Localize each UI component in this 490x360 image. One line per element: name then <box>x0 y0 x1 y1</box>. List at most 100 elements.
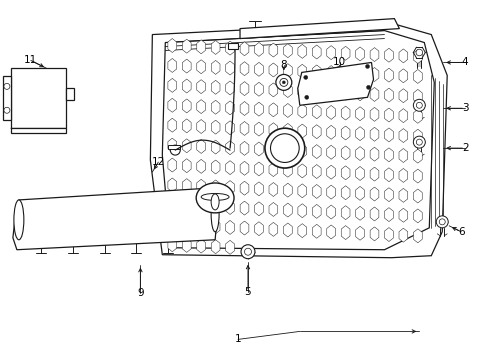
Polygon shape <box>298 62 373 105</box>
Polygon shape <box>356 107 365 121</box>
Circle shape <box>436 216 448 228</box>
Circle shape <box>366 64 369 68</box>
Polygon shape <box>182 159 191 173</box>
Polygon shape <box>414 69 422 84</box>
Polygon shape <box>341 226 350 239</box>
Polygon shape <box>182 119 191 133</box>
Circle shape <box>276 75 292 90</box>
Polygon shape <box>341 186 350 200</box>
Polygon shape <box>11 68 66 128</box>
Polygon shape <box>182 238 191 252</box>
Polygon shape <box>3 76 11 120</box>
Text: 9: 9 <box>137 288 144 298</box>
Polygon shape <box>327 185 336 199</box>
Polygon shape <box>182 179 191 193</box>
Polygon shape <box>168 118 177 132</box>
Polygon shape <box>269 222 278 236</box>
Polygon shape <box>240 19 399 39</box>
Polygon shape <box>269 183 278 197</box>
Polygon shape <box>228 42 238 49</box>
Polygon shape <box>168 198 177 212</box>
Circle shape <box>280 78 288 86</box>
Polygon shape <box>370 147 379 161</box>
Polygon shape <box>341 86 350 100</box>
Polygon shape <box>399 188 408 202</box>
Polygon shape <box>327 225 336 239</box>
Polygon shape <box>356 87 365 101</box>
Polygon shape <box>414 229 422 243</box>
Circle shape <box>270 134 299 162</box>
Polygon shape <box>370 227 379 241</box>
Circle shape <box>304 75 308 80</box>
Polygon shape <box>197 40 205 54</box>
Polygon shape <box>341 206 350 220</box>
Polygon shape <box>356 47 365 61</box>
Polygon shape <box>226 201 234 215</box>
Polygon shape <box>298 124 307 138</box>
Polygon shape <box>312 224 321 238</box>
Polygon shape <box>168 218 177 232</box>
Polygon shape <box>298 164 307 178</box>
Polygon shape <box>414 149 422 163</box>
Polygon shape <box>312 45 321 59</box>
Polygon shape <box>356 167 365 180</box>
Text: 5: 5 <box>245 287 251 297</box>
Polygon shape <box>370 48 379 62</box>
Polygon shape <box>168 145 180 149</box>
Polygon shape <box>327 125 336 139</box>
Polygon shape <box>255 142 263 156</box>
Ellipse shape <box>211 196 219 232</box>
Polygon shape <box>240 181 249 195</box>
Polygon shape <box>240 62 249 76</box>
Polygon shape <box>182 139 191 153</box>
Text: 12: 12 <box>152 157 165 167</box>
Polygon shape <box>283 123 292 138</box>
Polygon shape <box>356 67 365 81</box>
Polygon shape <box>255 202 263 216</box>
Polygon shape <box>312 85 321 99</box>
Polygon shape <box>269 83 278 97</box>
Circle shape <box>305 95 309 99</box>
Polygon shape <box>240 42 249 56</box>
Polygon shape <box>356 186 365 201</box>
Polygon shape <box>312 184 321 198</box>
Polygon shape <box>341 146 350 160</box>
Circle shape <box>241 245 255 259</box>
Polygon shape <box>168 98 177 112</box>
Polygon shape <box>168 138 177 152</box>
Polygon shape <box>399 69 408 83</box>
Polygon shape <box>269 163 278 176</box>
Polygon shape <box>162 31 434 250</box>
Polygon shape <box>168 78 177 92</box>
Polygon shape <box>399 208 408 222</box>
Polygon shape <box>269 123 278 137</box>
Polygon shape <box>197 159 205 173</box>
Text: 11: 11 <box>24 55 37 66</box>
Polygon shape <box>298 44 307 58</box>
Polygon shape <box>327 86 336 99</box>
Ellipse shape <box>196 183 234 213</box>
Polygon shape <box>370 127 379 141</box>
Polygon shape <box>211 100 220 114</box>
Polygon shape <box>240 82 249 95</box>
Polygon shape <box>327 145 336 159</box>
Polygon shape <box>255 222 263 236</box>
Polygon shape <box>240 201 249 215</box>
Polygon shape <box>255 162 263 176</box>
Polygon shape <box>255 102 263 116</box>
Polygon shape <box>226 61 234 75</box>
Polygon shape <box>312 204 321 219</box>
Polygon shape <box>283 64 292 78</box>
Polygon shape <box>341 166 350 180</box>
Polygon shape <box>283 223 292 237</box>
Polygon shape <box>211 80 220 94</box>
Polygon shape <box>269 103 278 117</box>
Polygon shape <box>197 60 205 74</box>
Polygon shape <box>356 206 365 220</box>
Polygon shape <box>370 107 379 121</box>
Circle shape <box>4 84 10 89</box>
Polygon shape <box>255 122 263 136</box>
Polygon shape <box>341 126 350 140</box>
Polygon shape <box>197 80 205 94</box>
Polygon shape <box>385 48 393 62</box>
